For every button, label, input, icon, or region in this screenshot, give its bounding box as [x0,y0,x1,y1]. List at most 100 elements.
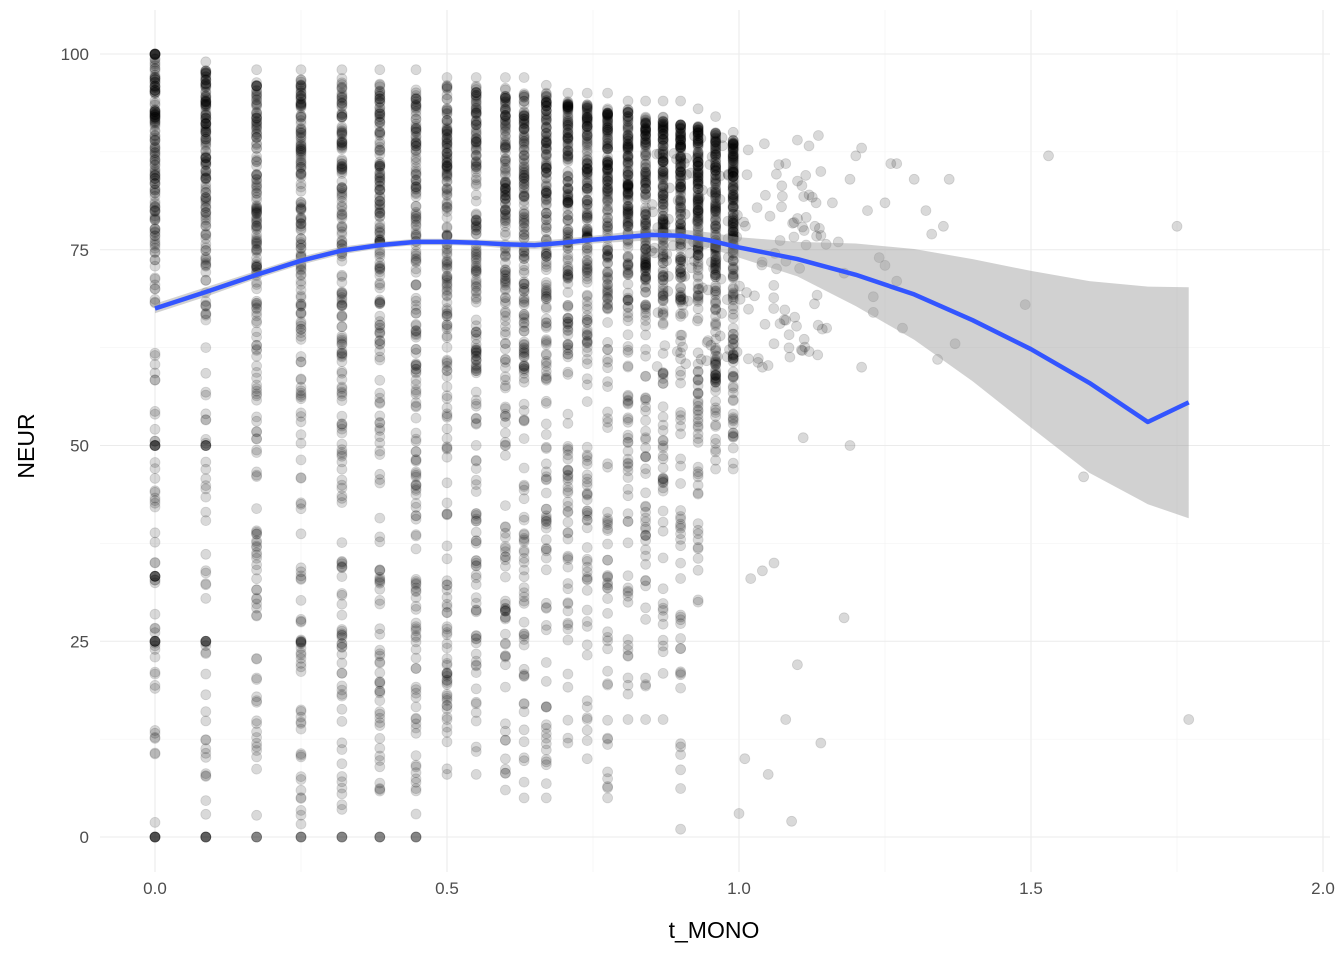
scatter-point [374,263,386,275]
scatter-point [470,537,482,549]
scatter-point [149,279,161,291]
scatter-point [336,689,348,700]
scatter-point [441,658,453,669]
scatter-point [149,170,161,182]
scatter-point [657,401,669,413]
scatter-point [336,558,348,570]
scatter-point [410,621,422,632]
scatter-point [200,78,212,90]
scatter-point [640,580,651,592]
scatter-point [251,180,263,192]
scatter-point [251,385,263,397]
scatter-point [251,126,263,138]
scatter-point [640,149,651,161]
scatter-point [149,144,161,156]
scatter-point [200,67,212,79]
scatter-point [679,270,691,282]
scatter-point [200,245,212,257]
scatter-point [295,167,307,179]
scatter-point [251,831,263,843]
scatter-point [374,706,386,717]
scatter-point [251,128,263,139]
scatter-point [518,755,530,767]
scatter-point [410,466,422,478]
scatter-point [374,172,386,184]
scatter-point [499,371,511,383]
scatter-point [200,68,212,80]
scatter-point [149,48,161,60]
scatter-point [374,78,386,90]
scatter-point [251,261,263,273]
scatter-point [149,224,161,235]
scatter-point [809,220,821,232]
scatter-point [149,98,161,109]
scatter-point [251,112,263,124]
scatter-point [581,373,593,385]
scatter-point [200,135,212,147]
scatter-point [581,270,593,282]
scatter-point [441,148,453,159]
scatter-point [581,505,593,517]
scatter-point [251,297,263,309]
scatter-point [251,194,263,206]
scatter-point [251,339,263,351]
scatter-point [470,560,482,571]
scatter-point [295,74,307,86]
scatter-point [499,105,511,117]
scatter-point [518,511,530,523]
scatter-point [251,471,263,482]
scatter-point [374,199,386,211]
scatter-point [200,94,212,105]
scatter-point [295,351,307,362]
scatter-point [200,300,212,312]
scatter-point [336,450,348,462]
scatter-point [336,271,348,283]
scatter-point [149,125,161,137]
scatter-point [374,114,386,125]
scatter-point [149,242,161,254]
scatter-point [336,183,348,195]
scatter-point [336,143,348,155]
scatter-point [692,466,704,478]
scatter-point [410,347,422,359]
scatter-point [200,126,212,138]
scatter-point [540,131,552,143]
scatter-point [149,492,161,504]
scatter-point [374,145,386,157]
scatter-point [295,87,307,99]
grid-lines [100,10,1330,872]
scatter-point [251,182,263,194]
scatter-point [441,270,453,282]
scatter-point [672,194,684,206]
scatter-point [374,565,386,577]
scatter-point [149,106,161,117]
scatter-point [149,732,161,743]
scatter-point [149,142,161,154]
scatter-point [336,111,348,123]
scatter-point [295,653,307,664]
scatter-point [652,307,664,319]
scatter-point [295,111,307,123]
scatter-point [470,347,482,359]
scatter-point [336,395,348,407]
scatter-point [602,192,613,204]
scatter-point [518,671,530,682]
scatter-point [336,562,348,573]
scatter-point [295,574,307,585]
scatter-point [149,138,161,150]
scatter-point [743,303,754,315]
scatter-point [651,148,663,160]
scatter-point [251,243,263,255]
scatter-point [685,167,697,179]
scatter-point [295,161,307,173]
scatter-point [657,377,669,389]
scatter-point [295,203,307,215]
scatter-point [251,173,263,185]
scatter-point [200,706,212,717]
scatter-point [200,196,212,208]
scatter-point [149,69,161,81]
scatter-point [410,100,422,112]
scatter-point [251,573,263,585]
scatter-point [200,295,212,307]
